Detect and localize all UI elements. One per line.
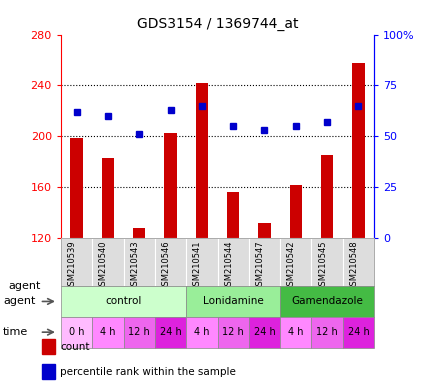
Text: GSM210543: GSM210543 (130, 240, 139, 291)
Bar (279, 317, 311, 348)
Bar (133, 228, 145, 238)
Text: GSM210546: GSM210546 (161, 240, 170, 291)
Title: GDS3154 / 1369744_at: GDS3154 / 1369744_at (136, 17, 298, 31)
Text: 4 h: 4 h (194, 327, 209, 337)
Bar (155, 317, 186, 348)
Bar (217, 317, 248, 348)
Bar (102, 158, 114, 238)
Bar (195, 83, 207, 238)
Text: GSM210542: GSM210542 (286, 240, 295, 291)
Text: 12 h: 12 h (222, 327, 243, 337)
Bar (279, 286, 373, 317)
Bar (61, 317, 92, 348)
Text: agent: agent (9, 281, 41, 291)
Bar (61, 238, 92, 286)
Bar (186, 238, 217, 286)
Text: GSM210545: GSM210545 (317, 240, 326, 291)
Text: Gamendazole: Gamendazole (290, 296, 362, 306)
Bar (227, 192, 239, 238)
Text: 24 h: 24 h (159, 327, 181, 337)
Bar (320, 156, 332, 238)
Bar (186, 317, 217, 348)
Text: 0 h: 0 h (69, 327, 84, 337)
Text: GSM210541: GSM210541 (192, 240, 201, 291)
Text: 4 h: 4 h (100, 327, 115, 337)
Bar (186, 286, 279, 317)
Text: Lonidamine: Lonidamine (202, 296, 263, 306)
Text: count: count (60, 341, 89, 352)
Bar (155, 238, 186, 286)
Bar (217, 238, 248, 286)
Bar (342, 317, 373, 348)
Text: control: control (105, 296, 141, 306)
Bar (92, 238, 123, 286)
Text: GSM210547: GSM210547 (255, 240, 264, 291)
Text: 24 h: 24 h (253, 327, 275, 337)
Bar (42, 339, 55, 354)
Bar (42, 364, 55, 379)
Text: percentile rank within the sample: percentile rank within the sample (60, 366, 235, 377)
Bar (311, 317, 342, 348)
Bar (258, 223, 270, 238)
Text: GSM210539: GSM210539 (67, 240, 76, 291)
Text: GSM210548: GSM210548 (349, 240, 358, 291)
Bar (248, 238, 279, 286)
Text: 12 h: 12 h (316, 327, 337, 337)
Bar (248, 317, 279, 348)
Bar (70, 137, 82, 238)
Text: 24 h: 24 h (347, 327, 368, 337)
Bar (123, 238, 155, 286)
Text: 12 h: 12 h (128, 327, 150, 337)
Bar (164, 132, 176, 238)
Text: GSM210544: GSM210544 (224, 240, 233, 291)
Bar (352, 63, 364, 238)
Text: agent: agent (3, 296, 35, 306)
Text: 4 h: 4 h (287, 327, 303, 337)
Text: GSM210540: GSM210540 (99, 240, 108, 291)
Bar (61, 286, 186, 317)
Bar (311, 238, 342, 286)
Bar (342, 238, 373, 286)
Bar (92, 317, 123, 348)
Bar (123, 317, 155, 348)
Bar (289, 185, 301, 238)
Text: time: time (3, 327, 28, 337)
Bar (279, 238, 311, 286)
